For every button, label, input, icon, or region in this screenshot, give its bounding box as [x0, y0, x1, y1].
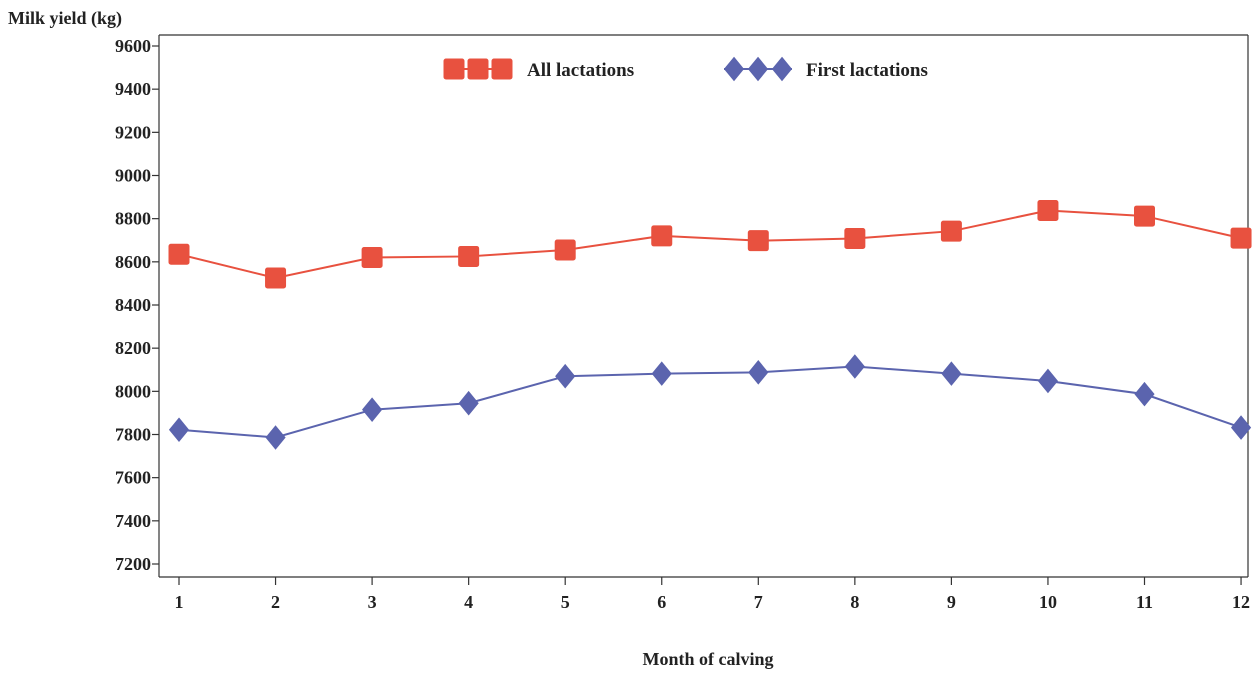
data-point — [747, 230, 769, 252]
data-point — [844, 354, 865, 379]
data-point — [265, 425, 286, 450]
legend-marker — [747, 56, 769, 82]
data-point — [651, 361, 672, 386]
x-tick-label: 7 — [754, 592, 763, 612]
legend-marker — [491, 58, 513, 80]
series-first-lactations — [168, 354, 1252, 450]
y-axis-title: Milk yield (kg) — [8, 8, 122, 29]
legend-marker — [467, 58, 489, 80]
data-point — [168, 243, 190, 265]
x-tick-label: 4 — [464, 592, 473, 612]
x-tick-label: 3 — [368, 592, 377, 612]
data-point — [1134, 205, 1155, 227]
data-point — [458, 390, 479, 416]
legend-label: All lactations — [527, 60, 634, 81]
y-tick-label: 8400 — [115, 295, 151, 315]
y-tick-label: 7400 — [115, 511, 151, 531]
data-point — [458, 245, 480, 267]
data-point — [168, 417, 190, 443]
data-point — [1037, 368, 1059, 394]
x-tick-label: 1 — [175, 592, 184, 612]
y-tick-label: 9400 — [115, 79, 151, 99]
y-tick-label: 8600 — [115, 252, 151, 272]
x-tick-label: 5 — [561, 592, 570, 612]
data-point — [1134, 381, 1155, 407]
series-layer — [168, 199, 1252, 450]
series-line — [178, 209, 1242, 280]
data-point — [265, 267, 287, 289]
legend-item: First lactations — [723, 56, 928, 82]
series-line — [178, 365, 1242, 439]
x-tick-label: 8 — [850, 592, 859, 612]
y-tick-label: 9200 — [115, 122, 151, 142]
y-tick-label: 7800 — [115, 425, 151, 445]
y-tick-label: 8200 — [115, 338, 151, 358]
data-point — [1230, 415, 1252, 440]
data-point — [554, 239, 576, 261]
x-tick-label: 9 — [947, 592, 956, 612]
x-axis-title: Month of calving — [642, 649, 773, 669]
legend-marker — [723, 56, 745, 82]
y-tick-label: 8800 — [115, 209, 151, 229]
x-tick-label: 2 — [271, 592, 280, 612]
data-point — [748, 360, 769, 385]
x-tick-label: 6 — [657, 592, 666, 612]
x-tick-label: 12 — [1232, 592, 1250, 612]
x-axis-ticks: 1 2 3 4 5 6 7 8 9 10 11 12 — [175, 577, 1250, 612]
data-point — [1037, 199, 1059, 221]
axes — [158, 34, 1249, 578]
y-tick-label: 9000 — [115, 166, 151, 186]
y-axis-ticks: 7200 7400 7600 7800 8000 8200 8400 8600 8800 9000… — [115, 36, 159, 574]
data-point — [555, 363, 576, 389]
data-point — [844, 228, 866, 250]
legend: All lactations First lactations — [443, 56, 928, 82]
legend-marker — [771, 56, 793, 82]
data-point — [1230, 227, 1252, 249]
legend-marker — [443, 58, 465, 80]
data-point — [651, 225, 673, 247]
data-point — [940, 220, 962, 242]
y-tick-label: 8000 — [115, 381, 151, 401]
legend-label: First lactations — [806, 60, 928, 81]
legend-item: All lactations — [443, 58, 634, 81]
y-tick-label: 9600 — [115, 36, 151, 56]
y-tick-label: 7600 — [115, 468, 151, 488]
series-all-lactations — [168, 199, 1252, 289]
data-point — [361, 247, 383, 269]
x-tick-label: 10 — [1039, 592, 1057, 612]
data-point — [941, 361, 962, 386]
y-tick-label: 7200 — [115, 554, 151, 574]
data-point — [362, 397, 383, 422]
x-tick-label: 11 — [1136, 592, 1153, 612]
